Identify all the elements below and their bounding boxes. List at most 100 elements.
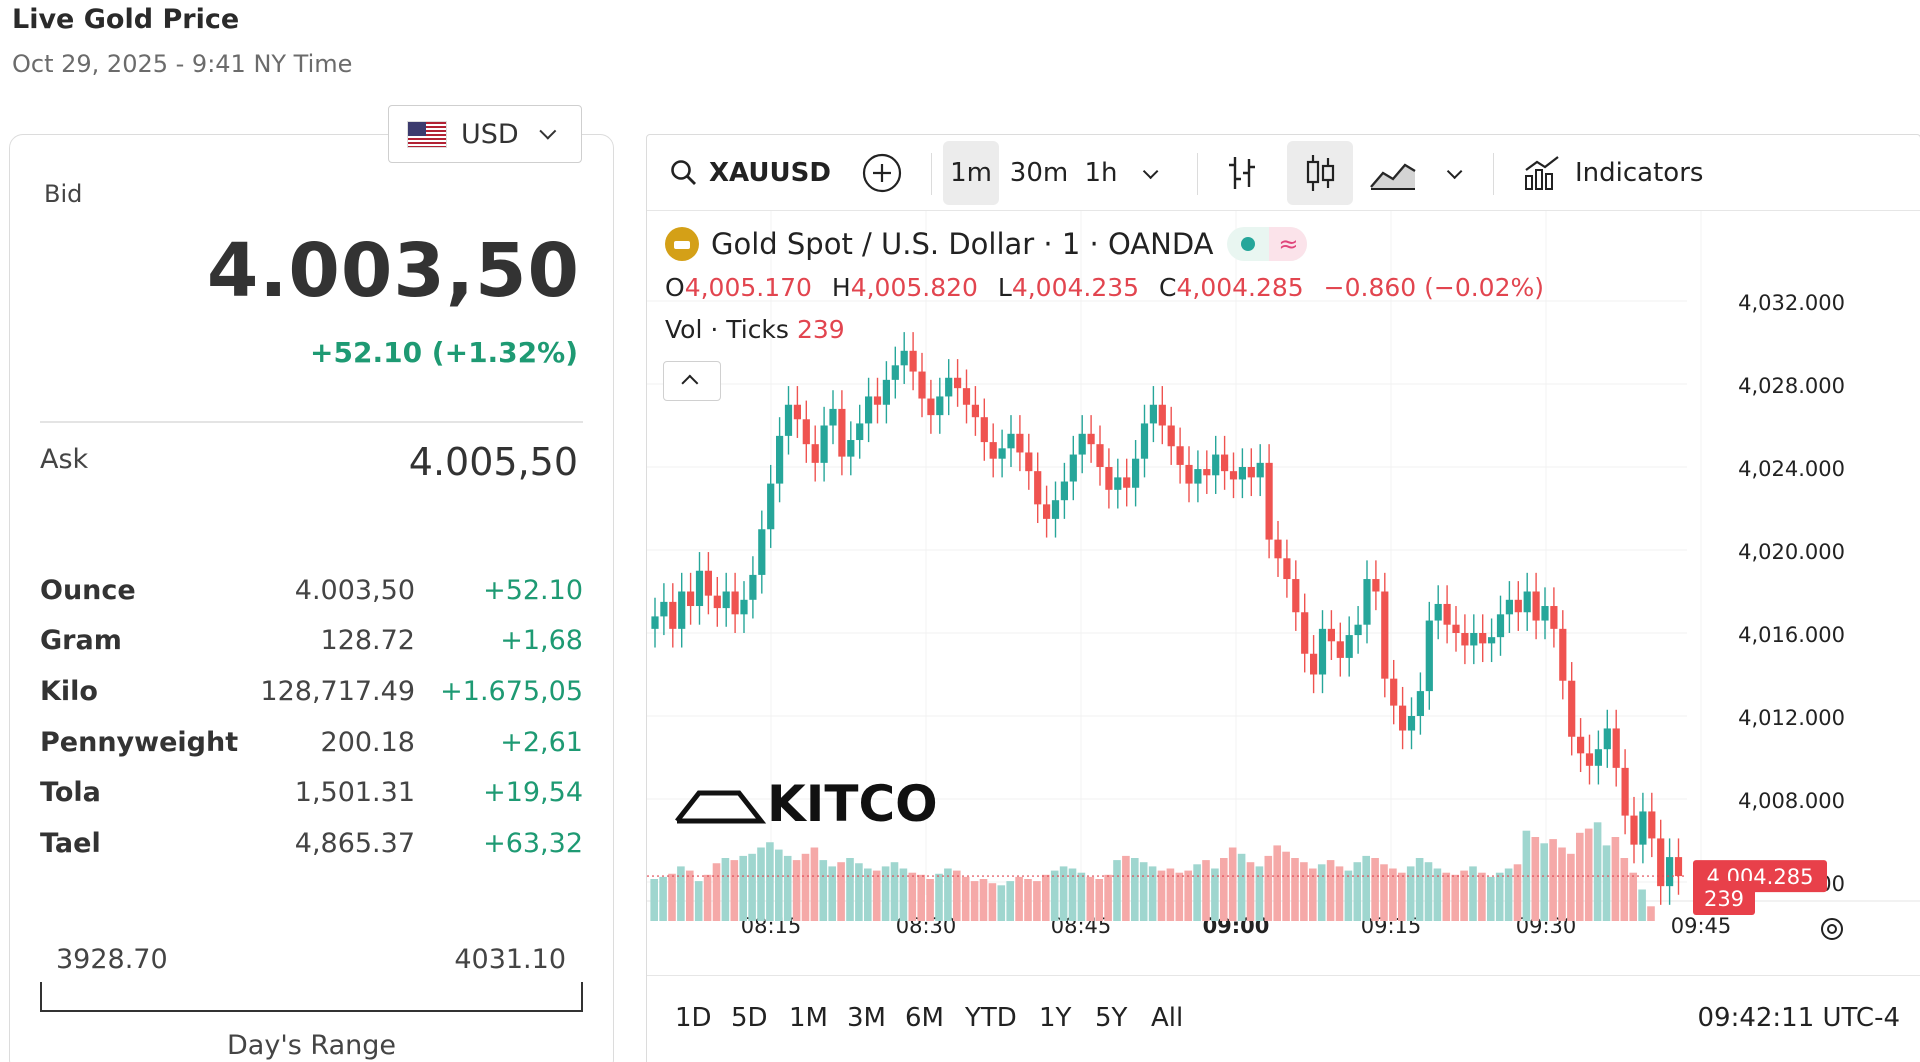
candle-body [980,417,988,443]
volume-bar [1647,906,1655,921]
chart-type-button[interactable] [1369,141,1417,205]
candle-body [776,435,784,484]
symbol-search[interactable]: XAUUSD [669,141,831,205]
volume-bar [855,863,863,921]
candle-body [1363,579,1371,625]
volume-bar [1211,868,1219,921]
indicators-button[interactable]: Indicators [1523,141,1703,205]
candle-body [731,591,739,615]
range-ytd[interactable]: YTD [965,1003,1017,1033]
currency-select[interactable]: USD [388,105,582,163]
collapse-legend-button[interactable] [663,361,721,401]
market-status-pill[interactable]: ≈ [1227,227,1308,261]
volume-bar [686,870,694,921]
range-1d[interactable]: 1D [675,1003,712,1033]
chart-widget: XAUUSD 1m 30m 1h Indicators 4,032.000 [646,134,1920,1062]
high-key: H [831,273,851,302]
candle-body [1639,811,1647,845]
range-3m[interactable]: 3M [847,1003,886,1033]
candle-body [740,599,748,615]
y-tick-label: 4,012.000 [1738,706,1845,730]
volume-bar [1282,851,1290,921]
symbol-label: XAUUSD [709,158,831,188]
instrument-name: Gold Spot / U.S. Dollar · 1 · OANDA [711,227,1214,261]
candle-body [1256,462,1264,478]
bid-value: 4.003,50 [206,228,580,314]
candle-body [1149,404,1157,424]
volume-bar [1558,847,1566,921]
volume-bar [801,853,810,921]
candle-body [1630,815,1638,845]
candle-body [1105,467,1113,490]
candle-body [829,408,837,426]
range-5d[interactable]: 5D [731,1003,768,1033]
range-5y[interactable]: 5Y [1095,1003,1128,1033]
candles-style-button[interactable] [1287,141,1353,205]
volume-bar [694,881,703,921]
volume-bar [819,860,828,921]
candle-body [1212,454,1220,476]
price-chart[interactable]: 4,032.000 4,028.000 4,024.000 4,020.000 4,01… [647,211,1920,975]
unit-change: +19,54 [483,777,583,809]
y-tick-label: 4,008.000 [1738,789,1845,813]
volume-bar [1291,858,1299,921]
compare-button[interactable] [861,141,903,205]
candle-body [1452,624,1460,633]
candle-body [1488,637,1496,644]
interval-1m[interactable]: 1m [943,141,999,205]
volume-bar [846,858,854,921]
x-tick-label: 09:45 [1671,914,1732,938]
volume-bar [775,849,783,921]
candle-body [1203,469,1211,476]
unit-name: Tola [40,777,101,809]
candle-body [1158,404,1166,426]
unit-change: +2,61 [500,726,583,758]
interval-dropdown[interactable] [1142,141,1159,205]
candle-body [758,529,766,575]
chart-legend-title: Gold Spot / U.S. Dollar · 1 · OANDA ≈ [665,227,1308,261]
candle-body [1461,633,1469,646]
volume-bar [1540,843,1548,921]
candle-body [704,570,712,596]
volume-bar [1317,864,1326,921]
volume-bar [997,885,1006,921]
candle-body [1496,614,1505,638]
candle-body [900,350,908,366]
volume-bar [1380,864,1388,921]
candle-body [1292,579,1300,613]
candle-body [687,591,695,607]
chevron-down-icon [539,122,557,140]
candle-body [1247,467,1255,478]
range-6m[interactable]: 6M [905,1003,944,1033]
ask-value: 4.005,50 [408,440,578,484]
candle-body [1594,749,1602,766]
volume-bar [1424,862,1433,921]
volume-bar [1264,855,1273,921]
interval-1h[interactable]: 1h [1084,158,1118,188]
indicators-label: Indicators [1575,158,1704,188]
day-range-low: 3928.70 [56,944,168,975]
candle-body [865,396,873,424]
volume-bar [988,883,997,921]
volume-bar [1326,860,1335,921]
volume-bar [1531,837,1540,921]
bar-style-button[interactable] [1225,141,1259,205]
candle-body [802,419,810,445]
kitco-logo-text: KITCO [767,775,938,833]
candle-body [1140,423,1149,459]
candle-body [1585,753,1594,766]
range-1y[interactable]: 1Y [1039,1003,1072,1033]
volume-bar [1015,876,1023,921]
range-all[interactable]: All [1151,1003,1184,1033]
candle-body [998,448,1006,459]
candle-body [873,396,882,405]
candle-body [1425,620,1433,692]
interval-30m[interactable]: 30m [1009,158,1069,188]
unit-price: 128,717.49 [260,675,415,707]
volume-bar [1629,872,1637,921]
range-1m[interactable]: 1M [789,1003,828,1033]
chart-type-dropdown[interactable] [1446,141,1463,205]
settings-icon [1821,918,1843,940]
unit-row-tola: Tola 1,501.31 +19,54 [40,767,583,818]
candle-body [767,483,775,530]
